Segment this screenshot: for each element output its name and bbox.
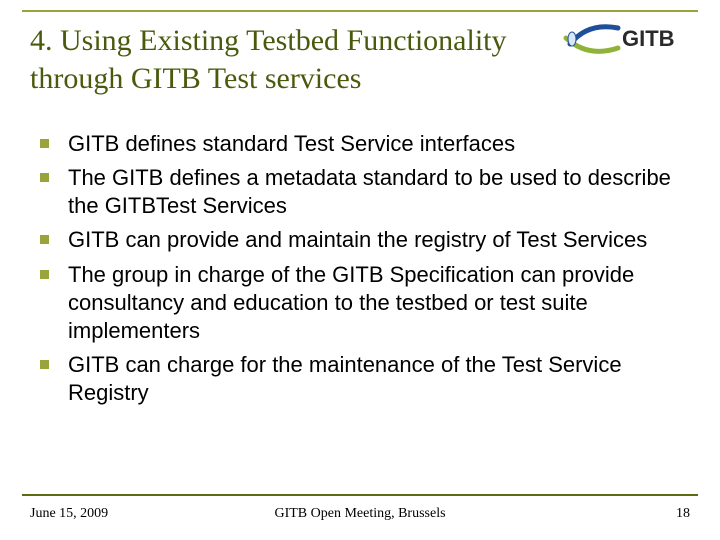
bullet-text: The GITB defines a metadata standard to … — [68, 165, 671, 218]
list-item: GITB can charge for the maintenance of t… — [30, 351, 690, 407]
bullet-text: GITB can provide and maintain the regist… — [68, 227, 647, 252]
bullet-text: GITB defines standard Test Service inter… — [68, 131, 515, 156]
bullet-text: GITB can charge for the maintenance of t… — [68, 352, 622, 405]
list-item: GITB can provide and maintain the regist… — [30, 226, 690, 254]
slide: 4. Using Existing Testbed Functionality … — [0, 0, 720, 540]
slide-title: 4. Using Existing Testbed Functionality … — [30, 22, 550, 97]
footer-center: GITB Open Meeting, Brussels — [30, 506, 690, 522]
list-item: The GITB defines a metadata standard to … — [30, 164, 690, 220]
top-rule — [22, 10, 698, 12]
bullet-text: The group in charge of the GITB Specific… — [68, 262, 634, 343]
slide-body: GITB defines standard Test Service inter… — [30, 130, 690, 413]
bottom-rule — [22, 494, 698, 496]
bullet-list: GITB defines standard Test Service inter… — [30, 130, 690, 407]
footer-page-number: 18 — [676, 506, 690, 522]
list-item: The group in charge of the GITB Specific… — [30, 261, 690, 345]
logo-text: GITB — [622, 26, 675, 51]
gitb-logo: GITB — [560, 14, 695, 62]
slide-footer: June 15, 2009 GITB Open Meeting, Brussel… — [30, 506, 690, 530]
list-item: GITB defines standard Test Service inter… — [30, 130, 690, 158]
